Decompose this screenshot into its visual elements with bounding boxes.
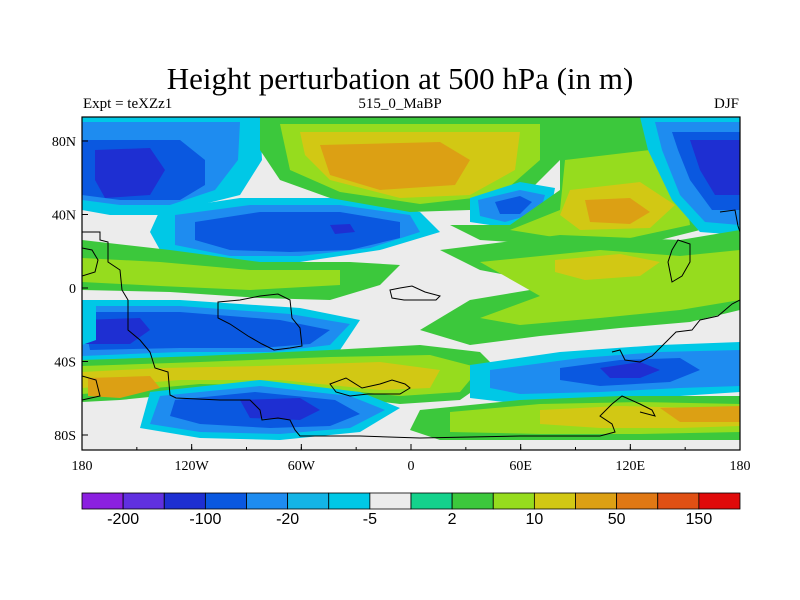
colorbar-swatch	[163, 492, 206, 510]
colorbar-swatch	[246, 492, 289, 510]
contour-fill	[660, 406, 740, 422]
time-period-label: 515_0_MaBP	[358, 96, 442, 112]
lon-tick-label: 60W	[288, 459, 316, 474]
lat-tick-label: 80N	[52, 135, 76, 150]
lon-tick-label: 120E	[616, 459, 646, 474]
lat-tick-label: 40S	[54, 356, 76, 371]
season-label: DJF	[713, 96, 739, 112]
contour-fill	[82, 258, 340, 290]
contour-fill	[88, 376, 160, 398]
height-field	[82, 117, 740, 450]
colorbar-label: -200	[107, 511, 139, 528]
colorbar-swatch	[492, 492, 535, 510]
colorbar-swatch	[410, 492, 453, 510]
experiment-label: Expt = teXZz1	[83, 96, 173, 112]
contour-fill	[320, 142, 470, 190]
contour-fill	[585, 198, 650, 224]
colorbar: -200 -100 -20 -5 2 10 50 150	[81, 492, 741, 528]
contour-fill	[555, 254, 660, 280]
colorbar-swatch	[698, 492, 741, 510]
latitude-axis: 80N 40N 0 40S 80S	[52, 135, 88, 444]
colorbar-swatch	[369, 492, 412, 510]
colorbar-label: 150	[686, 511, 713, 528]
contour-fill	[195, 212, 400, 252]
contour-fill	[480, 250, 740, 325]
lon-tick-label: 180	[72, 459, 93, 474]
lon-tick-label: 60E	[509, 459, 532, 474]
lat-tick-label: 40N	[52, 209, 76, 224]
contour-fill	[82, 300, 96, 345]
plot-title: Height perturbation at 500 hPa (in m)	[166, 61, 634, 96]
contour-fill	[495, 196, 532, 214]
lon-tick-label: 180	[730, 459, 751, 474]
contour-fill	[690, 140, 740, 195]
colorbar-swatch	[328, 492, 371, 510]
lon-tick-label: 120W	[175, 459, 210, 474]
colorbar-swatch	[451, 492, 494, 510]
contour-fill	[82, 312, 330, 350]
contour-fill	[82, 318, 150, 344]
colorbar-swatch	[204, 492, 247, 510]
colorbar-swatch	[122, 492, 165, 510]
colorbar-swatch	[81, 492, 124, 510]
contour-fill	[600, 362, 660, 378]
colorbar-label: 2	[448, 511, 457, 528]
colorbar-label: 10	[525, 511, 543, 528]
contour-fill	[82, 362, 440, 390]
colorbar-label: -100	[189, 511, 221, 528]
colorbar-swatch	[616, 492, 659, 510]
colorbar-label: 50	[608, 511, 626, 528]
lat-tick-label: 80S	[54, 429, 76, 444]
contour-fill	[240, 398, 320, 420]
longitude-axis: 180 120W 60W 0 60E 120E 180	[72, 444, 751, 474]
colorbar-label: -5	[363, 511, 377, 528]
contour-fills	[82, 117, 740, 440]
lon-tick-label: 0	[408, 459, 415, 474]
colorbar-swatch	[533, 492, 576, 510]
colorbar-swatch	[657, 492, 700, 510]
colorbar-swatch	[287, 492, 330, 510]
contour-fill	[330, 224, 355, 234]
colorbar-label: -20	[276, 511, 299, 528]
lat-tick-label: 0	[69, 282, 76, 297]
contour-fill	[95, 148, 165, 198]
colorbar-swatch	[575, 492, 618, 510]
coastlines	[82, 209, 740, 439]
